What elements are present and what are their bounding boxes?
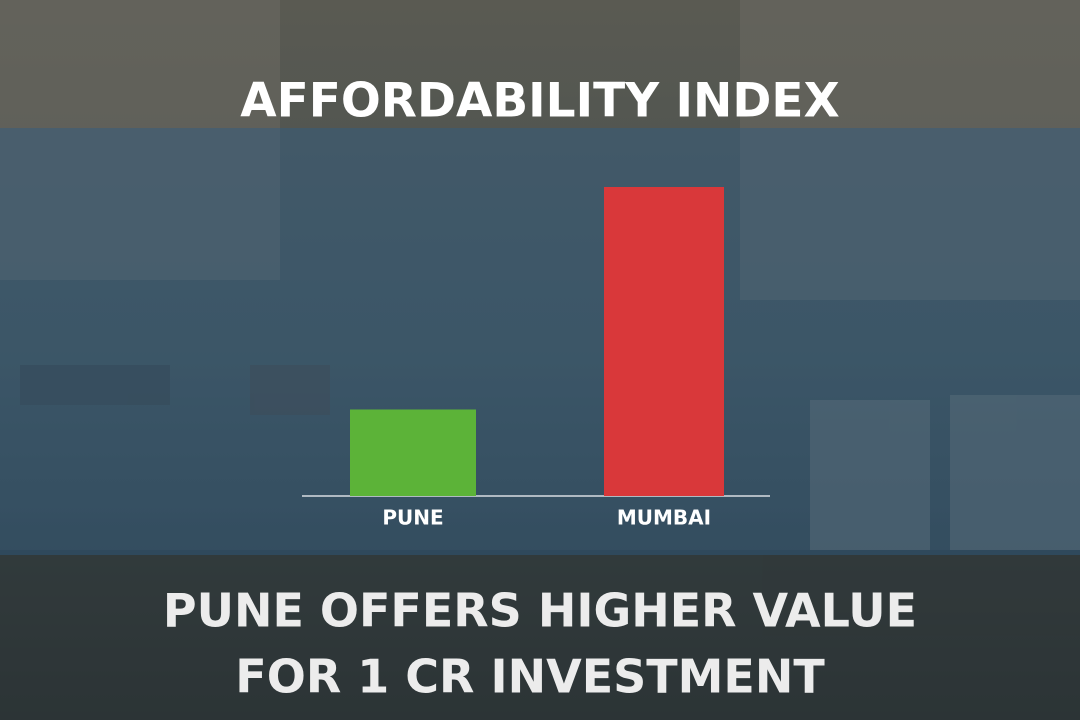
caption-line: PUNE OFFERS HIGHER VALUE — [163, 584, 917, 638]
overlay-panel — [0, 128, 1080, 555]
bar — [604, 187, 724, 496]
chart-title: AFFORDABILITY INDEX — [240, 74, 840, 129]
bar — [350, 409, 476, 496]
caption-line: FOR 1 CR INVESTMENT — [235, 650, 825, 704]
x-tick-label: PUNE — [382, 506, 443, 530]
x-tick-label: MUMBAI — [617, 506, 711, 530]
